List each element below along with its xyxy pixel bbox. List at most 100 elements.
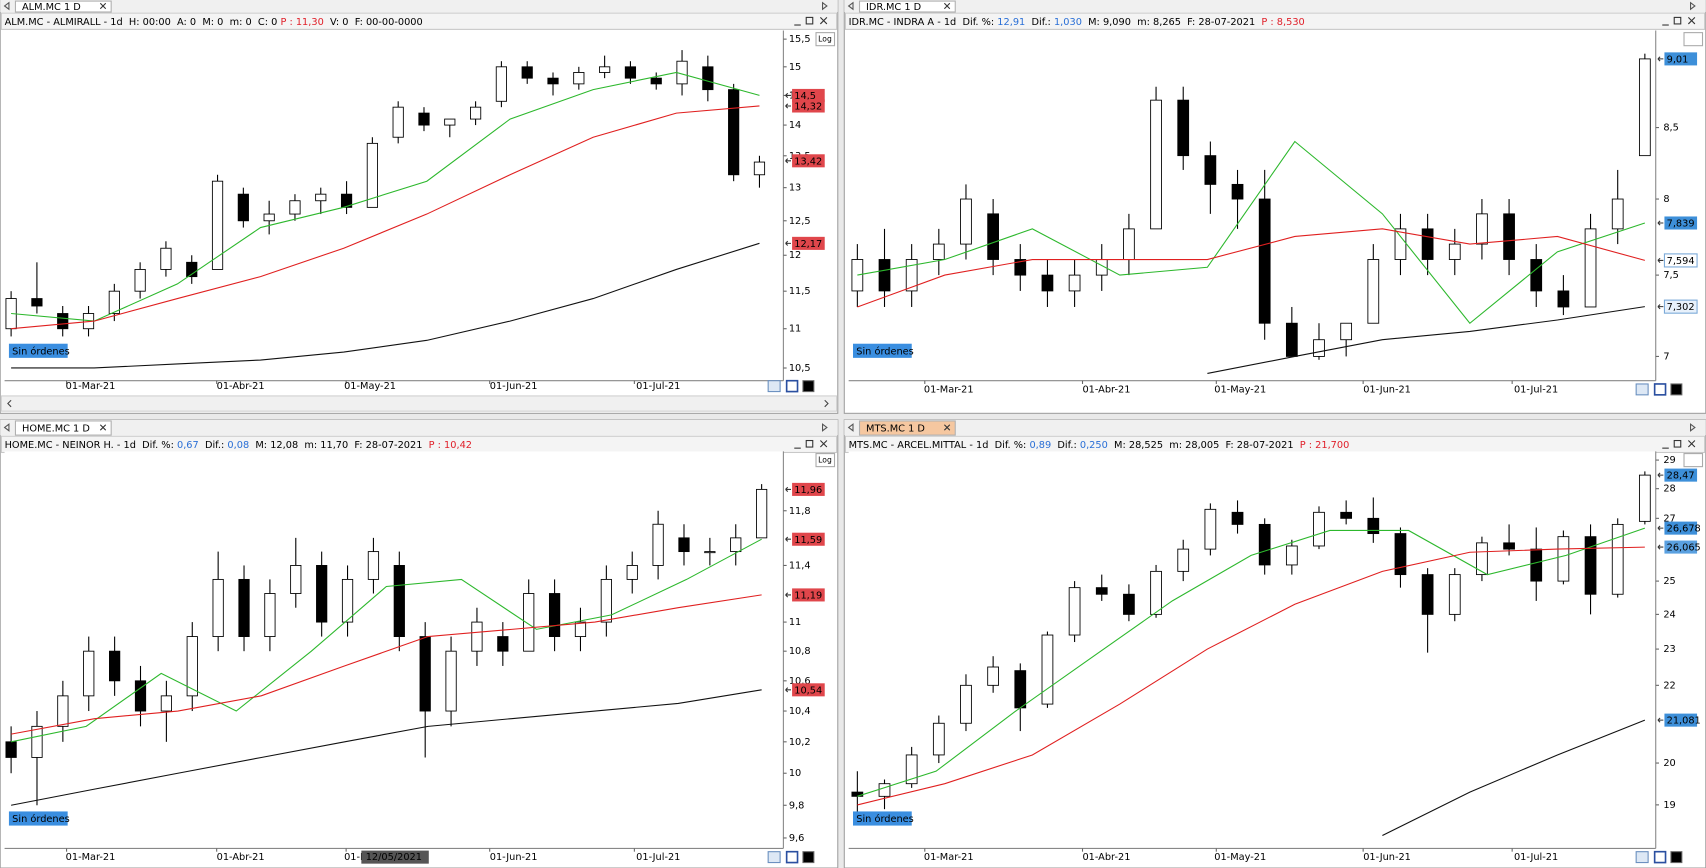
y-tick-label: 11,4 — [789, 560, 811, 571]
window-maximize[interactable] — [1673, 16, 1682, 25]
candle-body — [1177, 99, 1190, 157]
window-maximize[interactable] — [805, 439, 814, 448]
candle-body — [574, 621, 587, 638]
price-tag — [1664, 52, 1698, 66]
header-field: 1,030 — [1054, 17, 1082, 28]
tool-save[interactable] — [1653, 850, 1667, 864]
window-close[interactable] — [1687, 440, 1696, 448]
header-field: 0,08 — [227, 440, 249, 451]
tool-save[interactable] — [1653, 383, 1667, 396]
tab-arrow-left — [3, 1, 10, 11]
x-tick-label: 01-Jul-21 — [1514, 852, 1558, 863]
header-field: 12,91 — [997, 17, 1025, 28]
candle-body — [134, 680, 147, 712]
candle-body — [1231, 183, 1244, 200]
x-tick-label: 01-Jun-21 — [1363, 852, 1411, 863]
candle-body — [652, 523, 664, 566]
y-tick-label: 11 — [789, 324, 801, 335]
window-close[interactable] — [819, 440, 828, 448]
orders-badge-label: Sin órdenes — [12, 345, 70, 357]
log-button-label[interactable]: Log — [818, 456, 832, 465]
tool-save[interactable] — [785, 850, 799, 864]
tab-close[interactable] — [943, 424, 951, 431]
window-maximize[interactable] — [1673, 439, 1682, 448]
candle-body — [1340, 322, 1353, 341]
header-field: P : 10,42 — [429, 440, 472, 451]
tool-save[interactable] — [785, 379, 799, 393]
log-button[interactable] — [1683, 453, 1704, 468]
candle-body — [1476, 542, 1488, 576]
price-tag — [792, 99, 825, 113]
candle-body — [445, 650, 457, 712]
candle-body — [186, 261, 198, 278]
x-tick-label: 01-Jun-21 — [1363, 384, 1411, 395]
candle-body — [600, 578, 612, 623]
tab[interactable] — [858, 420, 956, 436]
tab-arrow-right — [822, 423, 828, 432]
candle-body — [470, 106, 482, 120]
candle-body — [289, 200, 301, 215]
candle-body — [471, 621, 483, 652]
price-tag-arrow — [785, 240, 792, 246]
header-field: Dif.: — [1051, 440, 1080, 451]
window-close[interactable] — [819, 17, 828, 25]
tool-zoom[interactable] — [1635, 851, 1649, 864]
candle-body — [1285, 545, 1298, 566]
tab-close[interactable] — [99, 2, 107, 10]
tab-label: HOME.MC 1 D — [22, 424, 90, 435]
tool-color[interactable] — [802, 380, 815, 393]
tab-close[interactable] — [943, 2, 951, 10]
x-tick-label: 01-Abr-21 — [1082, 852, 1130, 863]
candle-body — [1068, 587, 1081, 636]
tab[interactable] — [14, 0, 112, 13]
crosshair-date: 12/05/2021 — [366, 852, 422, 863]
tool-zoom[interactable] — [1635, 383, 1649, 396]
header-field: 0,67 — [177, 440, 199, 451]
log-button[interactable] — [1683, 32, 1704, 47]
log-button-label[interactable]: Log — [818, 35, 832, 44]
log-button[interactable] — [815, 453, 836, 468]
tab-label: ALM.MC 1 D — [22, 2, 81, 13]
y-tick-label: 10,5 — [789, 363, 811, 374]
tool-color[interactable] — [1670, 383, 1683, 396]
candle-body — [1123, 228, 1135, 260]
tab[interactable] — [858, 0, 956, 13]
tool-zoom[interactable] — [767, 851, 781, 864]
tool-color[interactable] — [1670, 851, 1683, 864]
candle-body — [753, 161, 766, 176]
candle-body — [1503, 213, 1515, 260]
tool-zoom[interactable] — [767, 380, 781, 393]
plot-area — [848, 451, 1656, 847]
candle-body — [31, 725, 43, 758]
tab[interactable] — [14, 420, 112, 436]
scroll-left[interactable] — [7, 399, 12, 408]
price-tag — [1664, 216, 1698, 230]
price-tag-arrow — [1657, 56, 1664, 62]
orders-badge-label: Sin órdenes — [856, 345, 914, 357]
price-tag-arrow — [785, 92, 792, 99]
y-tick-label: 11 — [789, 617, 801, 628]
y-tick-label: 15 — [789, 62, 801, 73]
moving-average — [11, 689, 762, 806]
tab-close[interactable] — [99, 424, 107, 431]
x-tick-label: 01-Abr-21 — [217, 852, 265, 863]
candle-body — [702, 66, 714, 91]
scroll-right[interactable] — [824, 399, 829, 408]
moving-average — [857, 546, 1645, 806]
candle-body — [905, 259, 918, 292]
log-button[interactable] — [815, 32, 836, 47]
window-close[interactable] — [1687, 17, 1696, 25]
tab-arrow-right — [822, 1, 828, 11]
x-tick-label: 01-Abr-21 — [1082, 384, 1130, 395]
candle-body — [1394, 533, 1407, 576]
window-maximize[interactable] — [805, 16, 814, 25]
tool-color[interactable] — [802, 851, 815, 864]
y-tick-label: 8,5 — [1663, 123, 1679, 134]
price-tag — [1664, 713, 1698, 727]
candle-body — [756, 488, 768, 539]
candle-body — [211, 180, 224, 270]
y-tick-label: 10,8 — [789, 646, 811, 657]
header-field: P : 21,700 — [1300, 440, 1350, 451]
header-field: 0,250 — [1080, 440, 1108, 451]
